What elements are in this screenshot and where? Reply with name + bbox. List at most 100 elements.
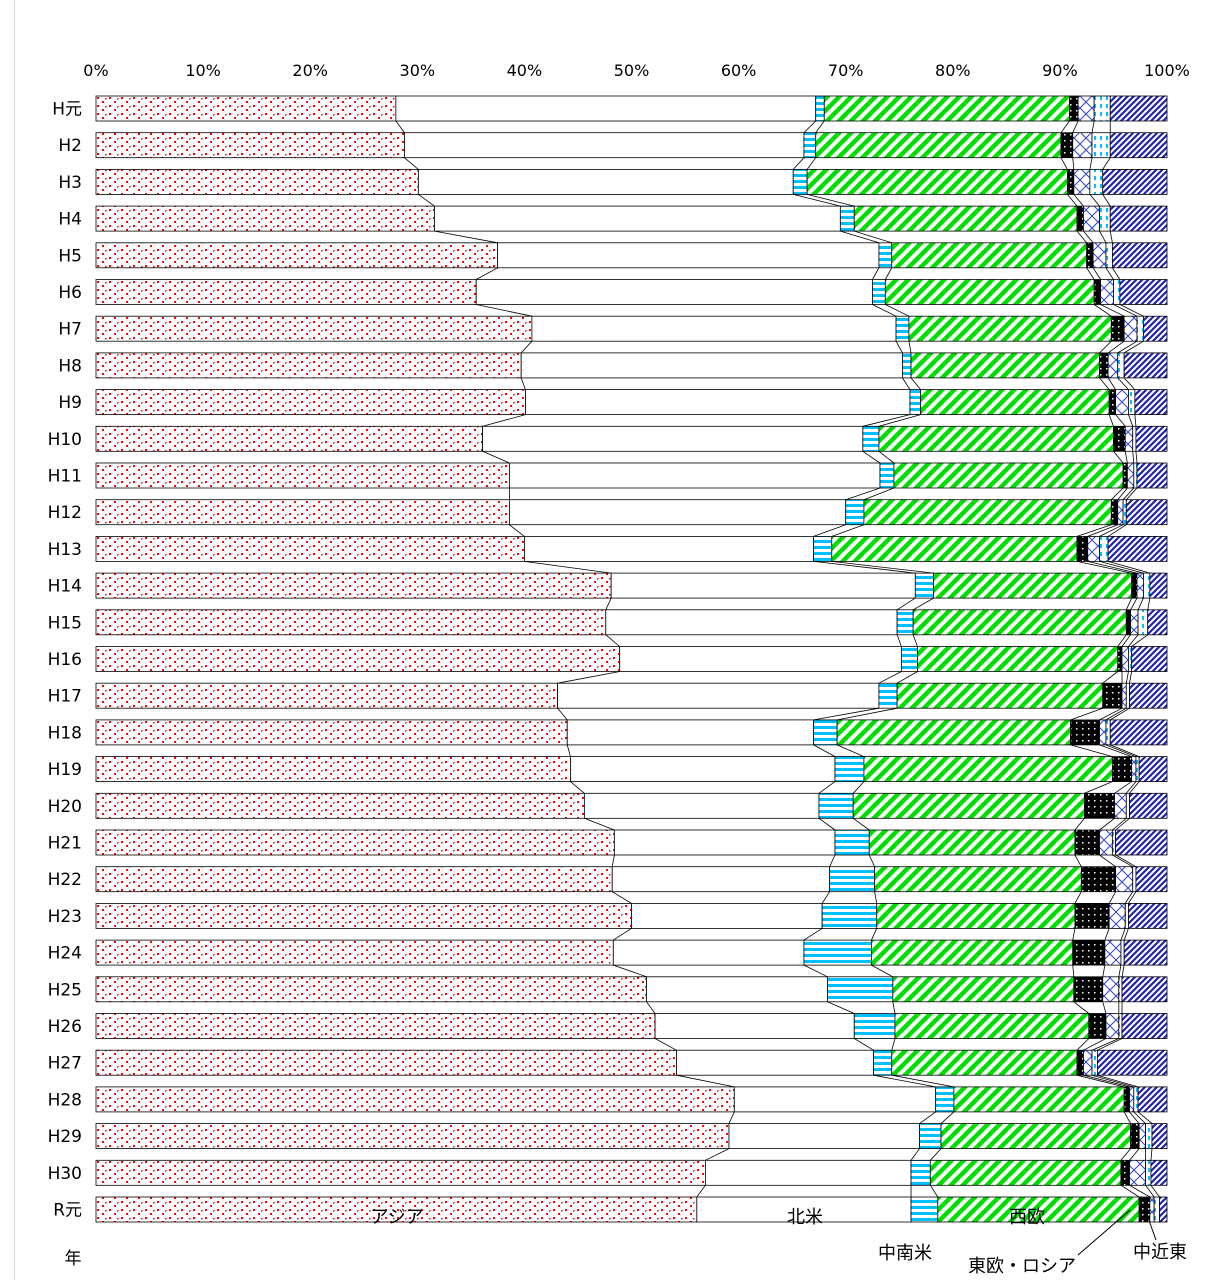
series-connector <box>1137 1111 1153 1124</box>
series-connector <box>1107 561 1150 574</box>
y-tick-label: H28 <box>48 1090 82 1110</box>
bar-segment <box>1080 866 1116 893</box>
series-connector <box>1092 267 1101 280</box>
series-connector <box>878 450 895 464</box>
series-connector <box>1086 267 1095 280</box>
bar-segment <box>570 756 836 782</box>
bar-segment <box>834 756 865 782</box>
y-tick-label: H29 <box>48 1127 82 1147</box>
frame-border <box>14 0 15 1280</box>
series-connector <box>908 341 912 353</box>
series-connector <box>1060 157 1068 170</box>
series-connector <box>1117 634 1127 647</box>
series-connector <box>476 304 532 317</box>
series-connector <box>872 267 880 280</box>
y-tick-label: H14 <box>48 577 82 597</box>
series-connector <box>1117 340 1138 354</box>
x-tick-label: 80% <box>935 61 971 80</box>
bar-segment <box>917 646 1119 672</box>
y-tick-label: H12 <box>48 503 82 523</box>
bar-segment <box>613 829 836 856</box>
bar-segment <box>1084 792 1115 819</box>
bar-segment <box>95 205 435 232</box>
series-connector <box>845 487 881 501</box>
series-connector <box>1070 707 1103 721</box>
series-connector <box>1072 928 1076 941</box>
series-connector <box>1083 230 1094 244</box>
bar-segment <box>1121 1013 1168 1039</box>
bar-segment <box>1119 279 1168 305</box>
bar-segment <box>1153 1196 1160 1223</box>
bar-segment <box>1145 1123 1153 1149</box>
bar-segment <box>1147 609 1168 636</box>
series-connector <box>611 854 615 867</box>
bar-segment <box>1092 242 1107 269</box>
series-connector <box>1110 744 1140 757</box>
y-tick-label: H21 <box>48 834 82 854</box>
series-connector <box>1112 817 1127 831</box>
bar-segment <box>1089 168 1104 195</box>
bar-segment <box>1122 462 1128 489</box>
series-connector <box>1074 854 1082 867</box>
bar-segment <box>417 168 794 195</box>
bar-segment <box>1113 279 1121 305</box>
bar-segment <box>1125 792 1130 819</box>
series-connector <box>896 671 918 684</box>
series-connector <box>1129 1184 1151 1198</box>
bar-segment <box>95 719 568 746</box>
series-connector <box>1070 744 1113 757</box>
bar-segment <box>1072 132 1093 159</box>
series-connector <box>1097 1074 1139 1088</box>
y-tick-label: H13 <box>48 540 82 560</box>
bar-segment <box>829 866 876 893</box>
bar-segment <box>1096 1049 1168 1076</box>
bar-segment <box>919 1123 942 1149</box>
series-connector <box>1099 707 1123 721</box>
series-connector <box>696 1185 706 1198</box>
bar-segment <box>818 792 854 819</box>
series-connector <box>896 597 916 611</box>
bar-segment <box>612 939 805 966</box>
series-connector <box>895 341 903 354</box>
series-connector <box>1150 1185 1160 1198</box>
series-connector <box>818 781 836 794</box>
series-connector <box>813 707 879 721</box>
y-axis-ticks: H元 H2 H3 H4 H5 H6 H7 H8 H9 H10 H11 H12 H13 H14 H15 H16 H… <box>48 100 82 1221</box>
bar-segment <box>891 1049 1078 1076</box>
series-connector <box>1120 1184 1140 1198</box>
y-tick-label: H30 <box>48 1164 82 1184</box>
series-connector <box>1102 194 1111 207</box>
series-connector <box>1102 1001 1107 1014</box>
series-connector <box>1072 120 1079 133</box>
bar-segment <box>95 462 510 489</box>
bar-segment <box>95 646 621 672</box>
bar-segment <box>95 682 559 709</box>
bar-segment <box>1125 609 1131 636</box>
bar-segment <box>704 1159 912 1186</box>
x-tick-label: 50% <box>614 61 650 80</box>
bar-segment <box>1099 205 1111 232</box>
bar-segment <box>1107 536 1168 562</box>
bar-segment <box>95 1196 698 1223</box>
bar-segment <box>879 462 895 489</box>
series-connector <box>792 157 805 170</box>
bar-segment <box>853 1013 896 1039</box>
series-connector <box>1104 928 1110 941</box>
series-connector <box>1111 487 1124 500</box>
y-tick-label: H2 <box>58 136 82 156</box>
series-connector <box>1123 340 1144 354</box>
bar-segment <box>95 315 533 342</box>
bar-segment <box>95 1049 677 1076</box>
series-connector <box>1099 744 1132 757</box>
bar-segment <box>1136 462 1168 489</box>
bar-segment <box>910 352 1100 379</box>
series-connector <box>1072 965 1075 977</box>
series-connector <box>1089 157 1093 170</box>
bar-segment <box>95 425 484 452</box>
bar-segment <box>834 829 870 856</box>
x-tick-label: 70% <box>828 61 864 80</box>
series-connector <box>829 854 836 867</box>
bar-segment <box>1137 1086 1168 1113</box>
series-connector <box>1076 230 1087 244</box>
